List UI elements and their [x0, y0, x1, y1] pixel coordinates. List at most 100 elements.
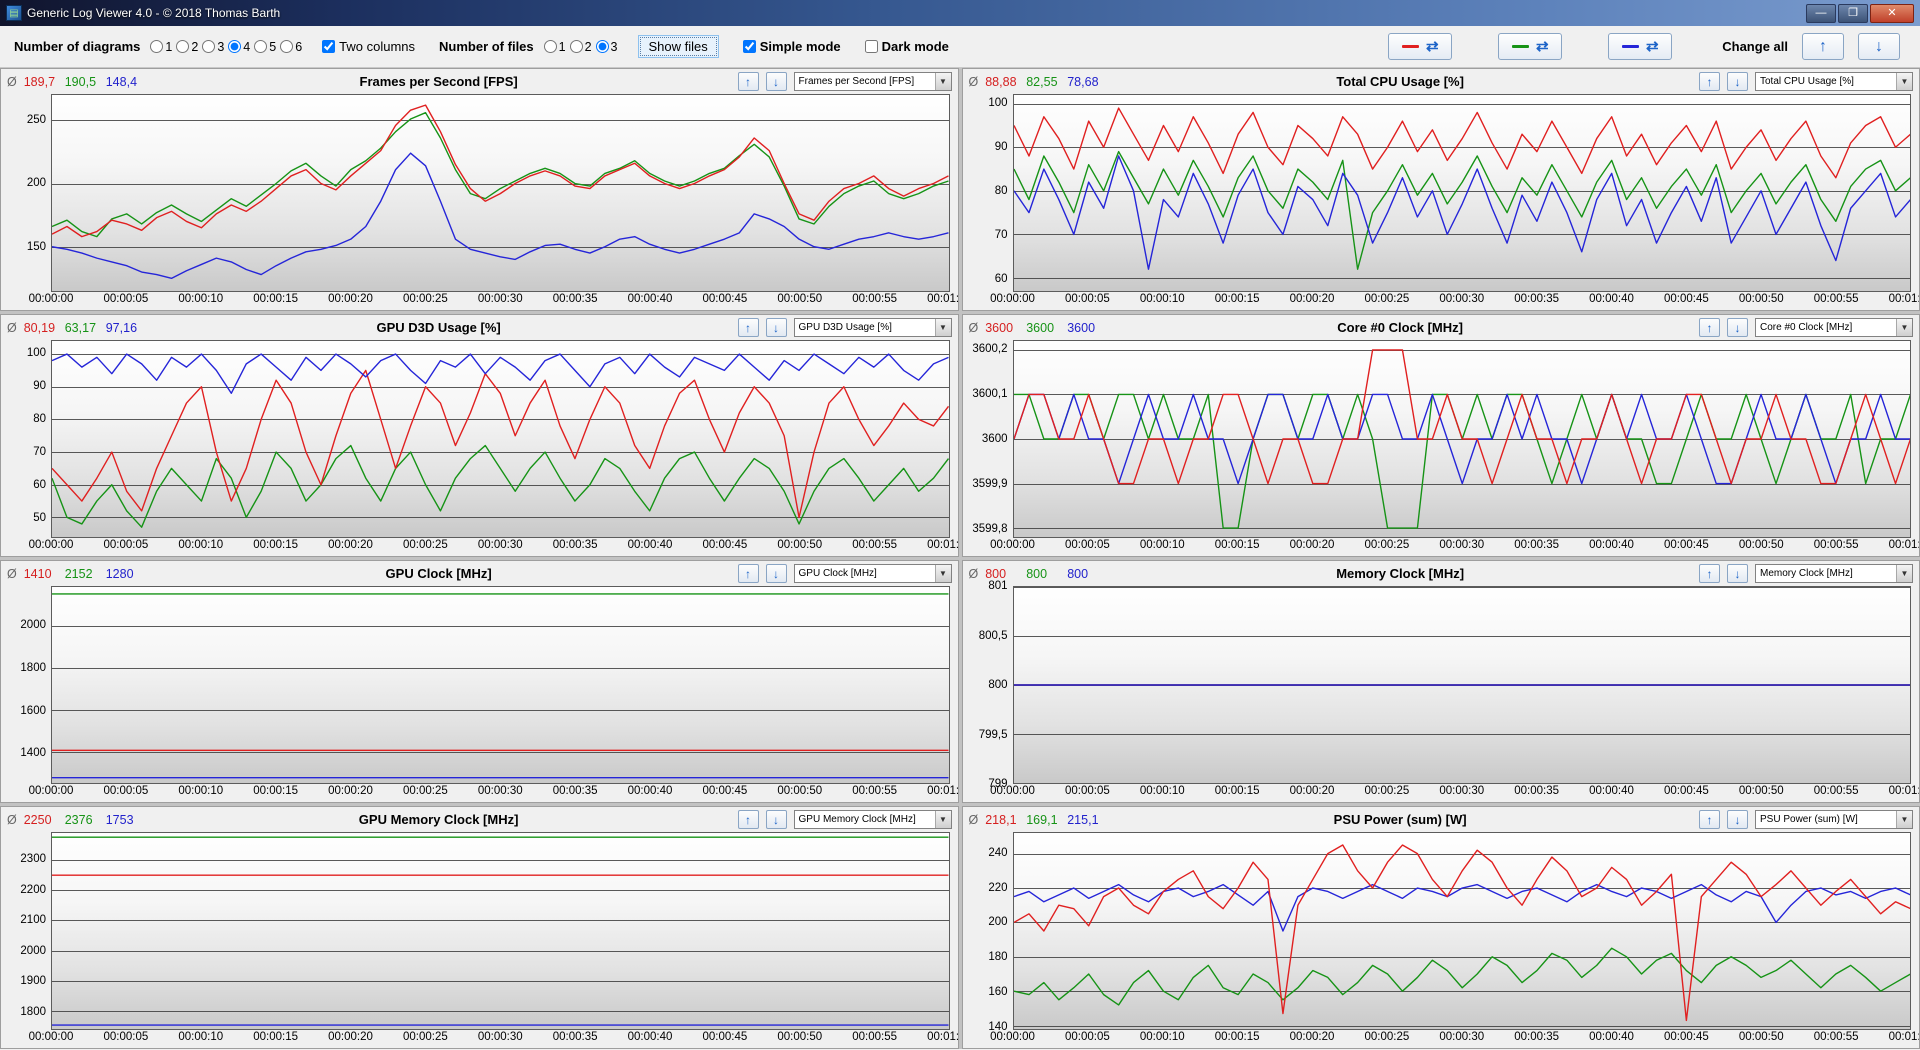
x-tick-label: 00:00:30	[477, 293, 523, 305]
diagram-count-5-radio[interactable]	[254, 40, 268, 53]
y-tick-label: 60	[33, 479, 46, 492]
move-up-button[interactable]: ↑	[1699, 318, 1720, 337]
file1-color-refresh-button[interactable]: ⇄	[1388, 33, 1453, 60]
file-count-1-radio[interactable]	[543, 40, 557, 53]
move-up-button[interactable]: ↑	[737, 810, 759, 829]
file-count-option-3[interactable]: 3	[595, 40, 618, 54]
diagram-count-option-1[interactable]: 1	[150, 40, 172, 54]
diagram-count-option-4[interactable]: 4	[228, 40, 250, 54]
avg-value-red: 80,19	[23, 320, 56, 335]
move-up-button[interactable]: ↑	[737, 564, 759, 583]
x-tick-label: 00:00:40	[1589, 785, 1634, 797]
y-tick-label: 800,5	[978, 629, 1008, 642]
diagram-count-6-radio[interactable]	[280, 40, 294, 53]
y-tick-label: 100	[26, 347, 46, 360]
metric-dropdown[interactable]: PSU Power (sum) [W] ▼	[1755, 810, 1913, 829]
file-count-3-radio[interactable]	[595, 40, 609, 53]
metric-dropdown[interactable]: GPU D3D Usage [%] ▼	[793, 318, 952, 337]
move-down-button[interactable]: ↓	[1727, 318, 1748, 337]
two-columns-option[interactable]: Two columns	[322, 39, 415, 54]
move-down-button[interactable]: ↓	[765, 810, 787, 829]
diagram-count-option-3[interactable]: 3	[202, 40, 224, 54]
x-tick-label: 00:00:30	[1439, 1031, 1485, 1043]
diagram-count-4-radio[interactable]	[228, 40, 242, 53]
gridline	[1013, 234, 1910, 236]
gridline	[52, 710, 949, 712]
x-tick-label: 00:00:40	[627, 293, 673, 305]
move-down-button[interactable]: ↓	[765, 318, 787, 337]
avg-value-red: 189,7	[23, 74, 56, 89]
series-line-blue	[1014, 156, 1911, 269]
x-tick-label: 00:00:35	[552, 539, 598, 551]
chart-title: PSU Power (sum) [W]	[1333, 812, 1467, 827]
x-tick-label: 00:00:40	[1589, 539, 1634, 551]
file3-color-refresh-button[interactable]: ⇄	[1608, 33, 1673, 60]
minimize-button[interactable]: —	[1806, 3, 1836, 23]
move-down-button[interactable]: ↓	[1727, 72, 1748, 91]
plot-row: 100 90 80 70 60	[963, 94, 1920, 292]
move-up-button[interactable]: ↑	[1699, 72, 1720, 91]
diagram-count-3-radio[interactable]	[202, 40, 216, 53]
x-axis: 00:00:00 00:00:05 00:00:10 00:00:15 00:00:20…	[29, 1030, 958, 1048]
metric-dropdown[interactable]: Total CPU Usage [%] ▼	[1755, 72, 1913, 91]
x-tick-label: 00:00:45	[1663, 293, 1709, 305]
plot-row: 801 800,5 800 799,5 799	[963, 580, 1920, 790]
change-all-up-button[interactable]: ↑	[1802, 33, 1844, 60]
average-symbol: Ø	[968, 320, 979, 335]
change-all-down-button[interactable]: ↓	[1858, 33, 1900, 60]
move-down-button[interactable]: ↓	[1727, 564, 1748, 583]
diagram-count-option-2[interactable]: 2	[176, 40, 198, 54]
file-count-option-2[interactable]: 2	[569, 40, 592, 54]
y-axis: 100 90 80 70 60	[963, 94, 1013, 292]
simple-mode-checkbox[interactable]	[742, 40, 756, 53]
avg-value-blue: 1753	[105, 812, 134, 827]
move-down-button[interactable]: ↓	[765, 72, 787, 91]
move-up-button[interactable]: ↑	[737, 72, 759, 91]
two-columns-checkbox[interactable]	[322, 40, 336, 53]
metric-dropdown[interactable]: Frames per Second [FPS] ▼	[793, 72, 952, 91]
chevron-down-icon: ▼	[934, 73, 951, 90]
plot-row: 2000 1800 1600 1400	[1, 586, 958, 784]
move-down-button[interactable]: ↓	[1727, 810, 1748, 829]
metric-dropdown[interactable]: GPU Clock [MHz] ▼	[793, 564, 952, 583]
metric-dropdown[interactable]: Memory Clock [MHz] ▼	[1755, 564, 1913, 583]
diagram-count-6-label: 6	[295, 39, 303, 54]
avg-value-green: 2152	[64, 566, 93, 581]
x-tick-label: 00:00:05	[1064, 785, 1110, 797]
show-files-button[interactable]: Show files	[637, 35, 719, 58]
down-arrow-icon: ↓	[1734, 320, 1741, 335]
diagram-count-2-radio[interactable]	[176, 40, 190, 53]
dark-mode-checkbox[interactable]	[864, 40, 878, 53]
diagram-count-5-label: 5	[269, 39, 277, 54]
metric-dropdown[interactable]: GPU Memory Clock [MHz] ▼	[793, 810, 952, 829]
x-tick-label: 00:00:35	[552, 785, 598, 797]
move-up-button[interactable]: ↑	[737, 318, 759, 337]
x-tick-label: 00:00:30	[477, 539, 523, 551]
file-count-2-radio[interactable]	[569, 40, 583, 53]
close-button[interactable]: ✕	[1870, 3, 1914, 23]
chart-panel: Ø 189,7 190,5 148,4 Frames per Second [F…	[0, 68, 959, 311]
title-bar: ▤ Generic Log Viewer 4.0 - © 2018 Thomas…	[0, 0, 1920, 26]
maximize-button[interactable]: ❐	[1838, 3, 1868, 23]
gridline	[1013, 103, 1910, 105]
x-tick-label: 00:00:30	[1439, 539, 1485, 551]
x-tick-label: 00:00:25	[402, 293, 448, 305]
move-up-button[interactable]: ↑	[1699, 564, 1720, 583]
plot-area	[51, 586, 950, 784]
file-count-option-1[interactable]: 1	[543, 40, 566, 54]
diagram-count-option-5[interactable]: 5	[254, 40, 276, 54]
move-down-button[interactable]: ↓	[765, 564, 787, 583]
metric-dropdown[interactable]: Core #0 Clock [MHz] ▼	[1755, 318, 1913, 337]
diagram-count-option-6[interactable]: 6	[280, 40, 302, 54]
plot-row: 100 90 80 70 60 50	[1, 340, 958, 538]
diagram-count-1-radio[interactable]	[150, 40, 164, 53]
file2-color-refresh-button[interactable]: ⇄	[1498, 33, 1563, 60]
avg-value-blue: 3600	[1067, 320, 1096, 335]
x-tick-label: 00:00:25	[402, 539, 448, 551]
dark-mode-option[interactable]: Dark mode	[864, 39, 949, 54]
avg-value-green: 82,55	[1026, 74, 1058, 89]
y-tick-label: 80	[33, 413, 46, 426]
series-line-red	[52, 370, 949, 517]
simple-mode-option[interactable]: Simple mode	[742, 39, 841, 54]
move-up-button[interactable]: ↑	[1699, 810, 1720, 829]
